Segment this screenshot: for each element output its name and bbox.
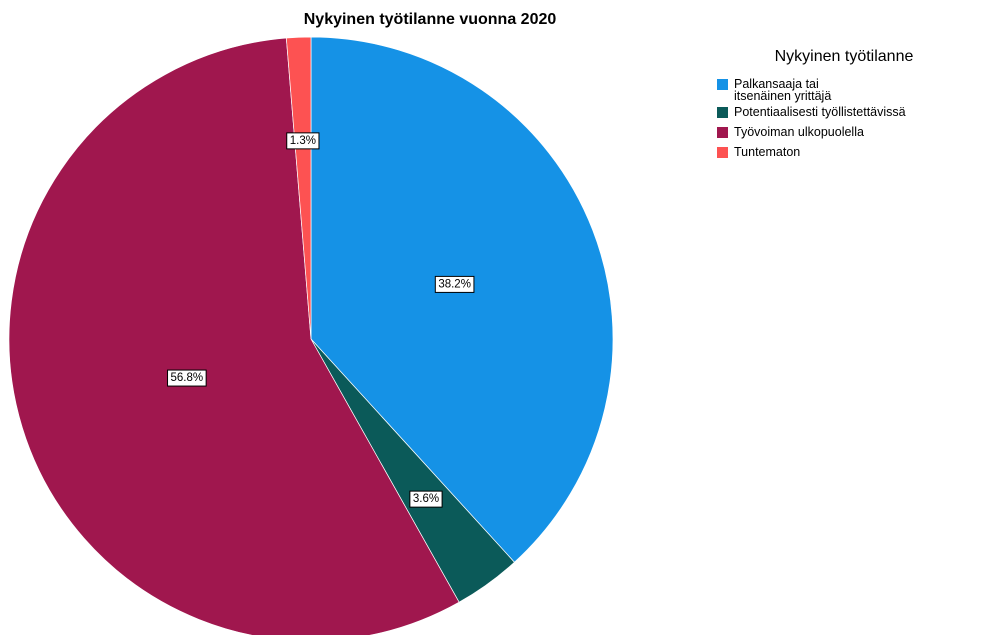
legend-label: Tuntematon (734, 145, 801, 159)
slice-label: 1.3% (286, 132, 320, 150)
pie-slice (310, 36, 614, 563)
slice-label-text: 56.8% (171, 372, 204, 384)
pie-slice (285, 36, 312, 340)
legend-item: Palkansaaja tai itsenäinen yrittäjä (717, 78, 981, 102)
legend-item: Työvoiman ulkopuolella (717, 126, 981, 138)
slice-label-box (167, 369, 207, 387)
legend-items: Palkansaaja tai itsenäinen yrittäjä Poten… (717, 78, 981, 158)
legend-label: Palkansaaja tai itsenäinen yrittäjä (734, 77, 832, 103)
legend-title: Nykyinen työtilanne (774, 48, 914, 65)
legend-swatch (717, 147, 728, 158)
chart-title: Nykyinen työtilanne vuonna 2020 (304, 11, 557, 28)
slice-label-text: 38.2% (438, 278, 471, 290)
slice-label: 56.8% (167, 369, 207, 387)
legend-label: Potentiaalisesti työllistettävissä (734, 105, 906, 119)
slice-label-text: 1.3% (290, 135, 316, 147)
slice-label-box (286, 132, 320, 150)
legend-item: Tuntematon (717, 146, 981, 158)
slice-label-box (434, 275, 475, 293)
legend-swatch (717, 107, 728, 118)
slice-label-box (409, 490, 443, 508)
slice-label: 3.6% (409, 490, 443, 508)
slice-label: 38.2% (434, 275, 475, 293)
slices (8, 36, 614, 635)
legend-item: Potentiaalisesti työllistettävissä (717, 106, 981, 118)
legend-swatch (717, 79, 728, 90)
legend: Nykyinen työtilanne Palkansaaja tai itse… (717, 48, 981, 166)
legend-label: Työvoiman ulkopuolella (734, 125, 864, 139)
legend-swatch (717, 127, 728, 138)
slice-label-text: 3.6% (413, 493, 439, 505)
pie-slice (8, 37, 460, 635)
